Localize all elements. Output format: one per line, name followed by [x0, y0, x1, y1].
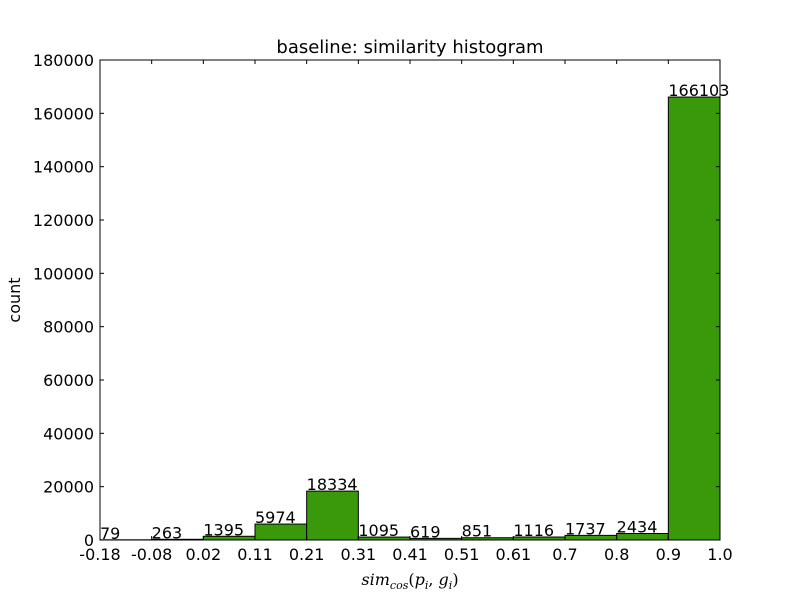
x-tick-label: 0.61 — [496, 545, 532, 564]
bar-value-label: 1737 — [565, 519, 606, 538]
x-tick-label: 0.11 — [237, 545, 273, 564]
x-label-p: p — [415, 570, 425, 589]
x-label-close-paren: ) — [452, 570, 458, 589]
y-tick-label: 100000 — [33, 264, 94, 283]
bar-value-label: 2434 — [617, 518, 658, 537]
bar-value-label: 5974 — [255, 508, 296, 527]
plot-frame — [100, 60, 720, 540]
x-label-base: sim — [361, 570, 390, 589]
x-label-g: g — [439, 570, 449, 589]
ticks-layer — [100, 60, 720, 540]
x-tick-label: 0.41 — [392, 545, 428, 564]
bar-value-label: 18334 — [307, 475, 358, 494]
x-tick-label: 0.8 — [604, 545, 629, 564]
y-tick-label: 120000 — [33, 211, 94, 230]
x-label-comma: , — [428, 570, 438, 589]
histogram-bar — [307, 491, 359, 540]
x-axis-label: simcos(pi, gi) — [361, 570, 458, 592]
bar-value-label: 851 — [462, 522, 493, 541]
bar-value-label: 1095 — [358, 521, 399, 540]
x-tick-label: -0.08 — [131, 545, 172, 564]
bar-value-label: 1116 — [513, 521, 554, 540]
y-tick-label: 60000 — [43, 371, 94, 390]
x-tick-label: 0.21 — [289, 545, 325, 564]
chart-title: baseline: similarity histogram — [276, 37, 543, 58]
x-tick-labels: -0.18 -0.08 0.02 0.11 0.21 0.31 0.41 0.51 0.61 0.… — [79, 545, 732, 564]
y-tick-label: 140000 — [33, 158, 94, 177]
histogram-bar — [668, 97, 720, 540]
x-tick-label: 0.51 — [444, 545, 480, 564]
bar-value-label: 1395 — [203, 520, 244, 539]
x-tick-label: 0.31 — [341, 545, 377, 564]
bar-value-label: 619 — [410, 522, 441, 541]
y-tick-labels: 0200004000060000800001000001200001400001… — [33, 51, 94, 550]
x-tick-label: 0.7 — [552, 545, 577, 564]
bar-value-label: 263 — [152, 523, 183, 542]
x-label-base-subscript: cos — [390, 579, 409, 592]
y-tick-label: 20000 — [43, 478, 94, 497]
y-tick-label: 80000 — [43, 318, 94, 337]
y-tick-label: 160000 — [33, 104, 94, 123]
x-tick-label: 0.02 — [186, 545, 222, 564]
x-tick-label: 0.9 — [656, 545, 681, 564]
x-tick-label: -0.18 — [79, 545, 120, 564]
y-tick-label: 40000 — [43, 424, 94, 443]
x-tick-label: 1.0 — [707, 545, 732, 564]
y-axis-label: count — [5, 277, 24, 322]
y-tick-label: 180000 — [33, 51, 94, 70]
bars-layer — [100, 97, 720, 540]
